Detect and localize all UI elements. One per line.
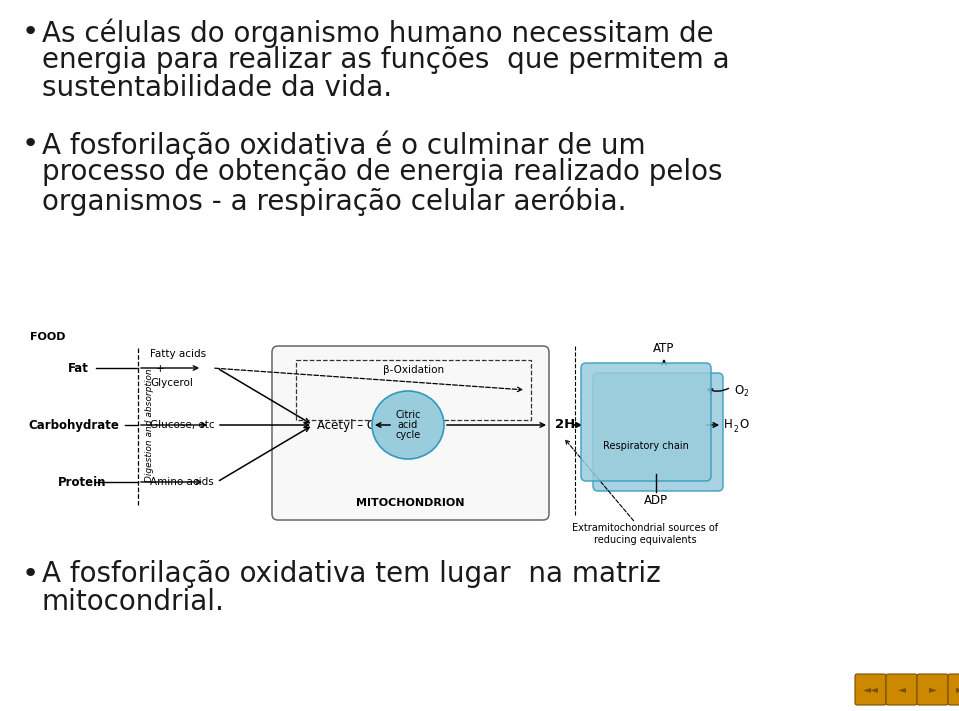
Text: mitocondrial.: mitocondrial. bbox=[42, 588, 224, 616]
Text: Fat: Fat bbox=[68, 361, 89, 375]
Text: organismos - a respiração celular aeróbia.: organismos - a respiração celular aeróbi… bbox=[42, 186, 626, 215]
Text: reducing equivalents: reducing equivalents bbox=[595, 535, 697, 545]
Text: MITOCHONDRION: MITOCHONDRION bbox=[356, 498, 465, 508]
Text: Respiratory chain: Respiratory chain bbox=[603, 441, 689, 451]
Text: 2: 2 bbox=[733, 424, 737, 434]
Text: •: • bbox=[22, 130, 39, 158]
Text: •: • bbox=[22, 560, 39, 588]
Text: FOOD: FOOD bbox=[30, 332, 65, 342]
Text: •: • bbox=[22, 18, 39, 46]
Text: acid: acid bbox=[398, 420, 418, 430]
Text: processo de obtenção de energia realizado pelos: processo de obtenção de energia realizad… bbox=[42, 158, 722, 186]
Text: ◄: ◄ bbox=[898, 685, 905, 695]
FancyBboxPatch shape bbox=[855, 674, 886, 705]
FancyBboxPatch shape bbox=[581, 363, 711, 481]
Text: Citric: Citric bbox=[395, 410, 421, 420]
Text: Amino acids: Amino acids bbox=[150, 477, 214, 487]
Text: 2H: 2H bbox=[555, 419, 575, 432]
FancyBboxPatch shape bbox=[917, 674, 948, 705]
Ellipse shape bbox=[372, 391, 444, 459]
Text: ATP: ATP bbox=[653, 342, 675, 355]
Text: O: O bbox=[739, 419, 748, 432]
Text: Fatty acids: Fatty acids bbox=[150, 349, 206, 359]
Text: Acetyl – CoA: Acetyl – CoA bbox=[317, 419, 390, 432]
FancyBboxPatch shape bbox=[593, 373, 723, 491]
Text: A fosforilação oxidativa é o culminar de um: A fosforilação oxidativa é o culminar de… bbox=[42, 130, 645, 159]
Text: Digestion and absorption: Digestion and absorption bbox=[145, 368, 154, 482]
Text: energia para realizar as funções  que permitem a: energia para realizar as funções que per… bbox=[42, 46, 730, 74]
FancyBboxPatch shape bbox=[948, 674, 959, 705]
Text: Protein: Protein bbox=[58, 476, 106, 488]
Text: Glycerol: Glycerol bbox=[150, 378, 193, 388]
FancyBboxPatch shape bbox=[272, 346, 549, 520]
Text: ADP: ADP bbox=[643, 494, 668, 507]
Text: ►►: ►► bbox=[955, 685, 959, 695]
Text: As células do organismo humano necessitam de: As células do organismo humano necessita… bbox=[42, 18, 713, 48]
Text: +: + bbox=[156, 364, 165, 374]
Text: H: H bbox=[724, 419, 733, 432]
Text: O: O bbox=[734, 383, 743, 397]
Text: β-Oxidation: β-Oxidation bbox=[383, 365, 444, 375]
Text: ◄◄: ◄◄ bbox=[862, 685, 878, 695]
Text: A fosforilação oxidativa tem lugar  na matriz: A fosforilação oxidativa tem lugar na ma… bbox=[42, 560, 661, 588]
Text: Glucose, etc: Glucose, etc bbox=[150, 420, 215, 430]
Text: Carbohydrate: Carbohydrate bbox=[28, 419, 119, 432]
Text: sustentabilidade da vida.: sustentabilidade da vida. bbox=[42, 74, 392, 102]
Text: Extramitochondrial sources of: Extramitochondrial sources of bbox=[573, 523, 718, 533]
FancyBboxPatch shape bbox=[886, 674, 917, 705]
Text: 2: 2 bbox=[744, 390, 749, 398]
Text: ►: ► bbox=[928, 685, 937, 695]
Text: cycle: cycle bbox=[395, 430, 421, 440]
